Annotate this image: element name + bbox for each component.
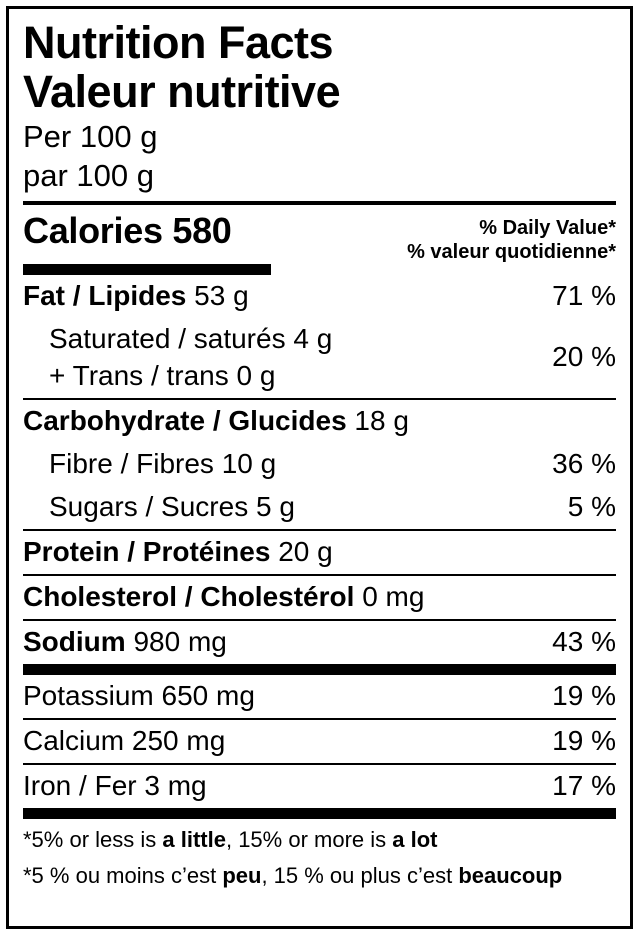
row-protein-amount: 20 g	[278, 536, 333, 567]
label-title-en: Nutrition Facts	[23, 17, 334, 68]
row-sugars-pct: 5 %	[567, 491, 616, 522]
row-saturated-trans-pct: 20 %	[552, 341, 616, 372]
serving-size-fr: par 100 g	[23, 158, 154, 193]
footnote-fr-beaucoup: beaucoup	[458, 863, 563, 888]
row-sodium-amount: 980 mg	[133, 626, 227, 657]
rule-above-carbohydrate	[23, 398, 616, 400]
footnote-en-part2: , 15% or more is	[225, 827, 393, 852]
row-protein-name: Protein / Protéines 20 g	[23, 535, 333, 569]
row-carbohydrate-name: Carbohydrate / Glucides 18 g	[23, 404, 409, 438]
rule-above-protein	[23, 529, 616, 531]
rule-above-calcium	[23, 718, 616, 720]
footnote-fr-part2: , 15 % ou plus c’est	[261, 863, 459, 888]
calories-row: Calories 580 % Daily Value* % valeur quo…	[23, 205, 616, 264]
row-sugars-name: Sugars / Sucres 5 g	[49, 491, 295, 522]
rule-above-cholesterol	[23, 574, 616, 576]
row-sodium-name-bold: Sodium	[23, 626, 126, 657]
label-title-fr: Valeur nutritive	[23, 66, 341, 117]
rule-above-footnotes	[23, 808, 616, 819]
row-iron-pct: 17 %	[552, 770, 616, 801]
serving-size-en: Per 100 g	[23, 119, 158, 154]
row-iron-name: Iron / Fer 3 mg	[23, 770, 207, 801]
row-fat-name-bold: Fat / Lipides	[23, 280, 187, 311]
calories-label: Calories 580	[23, 210, 232, 251]
rule-under-calories	[23, 264, 271, 275]
footnote-fr: *5 % ou moins c’est peu, 15 % ou plus c’…	[23, 855, 616, 891]
row-sugars: Sugars / Sucres 5 g 5 %	[23, 486, 616, 529]
row-potassium-name: Potassium 650 mg	[23, 680, 255, 711]
rule-under-sodium	[23, 664, 616, 675]
row-fat-pct: 71 %	[552, 280, 616, 311]
row-fat-name: Fat / Lipides 53 g	[23, 279, 249, 313]
nutrition-facts-label: Nutrition Facts Valeur nutritive Per 100…	[6, 6, 633, 929]
daily-value-header: % Daily Value* % valeur quotidienne*	[407, 210, 616, 264]
row-carbohydrate-name-bold: Carbohydrate / Glucides	[23, 405, 347, 436]
daily-value-header-en: % Daily Value*	[479, 217, 616, 239]
row-protein-name-bold: Protein / Protéines	[23, 536, 271, 567]
footnote-fr-peu: peu	[222, 863, 262, 888]
row-calcium-name: Calcium 250 mg	[23, 725, 226, 756]
rule-above-iron	[23, 763, 616, 765]
row-trans-name: + Trans / trans 0 g	[49, 360, 276, 391]
footnote-en: *5% or less is a little, 15% or more is …	[23, 819, 616, 855]
row-fat: Fat / Lipides 53 g 71 %	[23, 275, 616, 318]
row-potassium-pct: 19 %	[552, 680, 616, 711]
row-fibre: Fibre / Fibres 10 g 36 %	[23, 443, 616, 486]
row-saturated-name: Saturated / saturés 4 g	[49, 323, 333, 354]
row-sodium-pct: 43 %	[552, 626, 616, 657]
row-potassium: Potassium 650 mg 19 %	[23, 675, 616, 718]
row-sodium-name: Sodium 980 mg	[23, 625, 227, 659]
footnote-fr-part1: *5 % ou moins c’est	[23, 863, 223, 888]
footnote-en-a-lot: a lot	[392, 827, 438, 852]
row-saturated-trans: Saturated / saturés 4 g + Trans / trans …	[23, 318, 616, 398]
row-fat-amount: 53 g	[194, 280, 249, 311]
row-iron: Iron / Fer 3 mg 17 %	[23, 765, 616, 808]
row-cholesterol-amount: 0 mg	[362, 581, 425, 612]
daily-value-header-fr: % valeur quotidienne*	[407, 241, 616, 263]
row-cholesterol: Cholesterol / Cholestérol 0 mg	[23, 576, 616, 619]
row-cholesterol-name: Cholesterol / Cholestérol 0 mg	[23, 580, 424, 614]
rule-above-sodium	[23, 619, 616, 621]
row-protein: Protein / Protéines 20 g	[23, 531, 616, 574]
row-saturated-trans-lines: Saturated / saturés 4 g + Trans / trans …	[23, 320, 332, 394]
rule-above-calories	[23, 201, 616, 205]
row-cholesterol-name-bold: Cholesterol / Cholestérol	[23, 581, 355, 612]
row-calcium-pct: 19 %	[552, 725, 616, 756]
row-fibre-name: Fibre / Fibres 10 g	[49, 448, 277, 479]
footnote-en-a-little: a little	[162, 827, 226, 852]
label-inner: Nutrition Facts Valeur nutritive Per 100…	[9, 17, 630, 926]
row-sodium: Sodium 980 mg 43 %	[23, 621, 616, 664]
row-calcium: Calcium 250 mg 19 %	[23, 720, 616, 763]
row-carbohydrate: Carbohydrate / Glucides 18 g	[23, 400, 616, 443]
footnote-en-part1: *5% or less is	[23, 827, 163, 852]
row-fibre-pct: 36 %	[552, 448, 616, 479]
row-carbohydrate-amount: 18 g	[354, 405, 409, 436]
